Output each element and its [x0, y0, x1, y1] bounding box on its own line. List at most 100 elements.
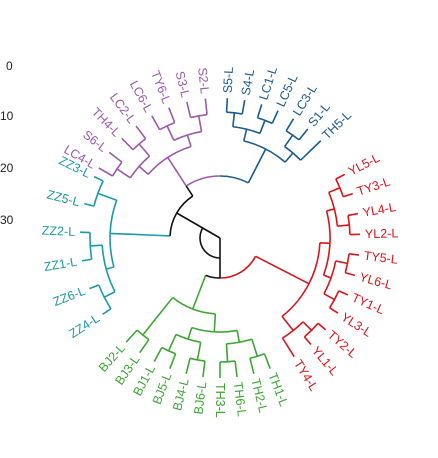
leaf-label: TH2-L — [248, 377, 270, 414]
leaf-branch — [343, 194, 352, 197]
leaf-label: S5-L — [221, 66, 236, 93]
leaf-branch — [235, 361, 237, 377]
internal-branch — [285, 153, 293, 162]
leaf-branch — [140, 340, 149, 353]
leaf-branch — [336, 174, 345, 179]
leaf-branch — [154, 347, 162, 361]
internal-branch — [324, 275, 332, 278]
leaf-branch — [126, 330, 137, 342]
internal-branch — [139, 166, 148, 174]
internal-branch — [167, 126, 174, 140]
leaf-branch — [304, 337, 310, 345]
backbone-branch — [248, 169, 255, 183]
backbone-arc — [186, 176, 220, 186]
leaf-label: YL2-L — [365, 226, 399, 241]
group-stem — [110, 233, 154, 235]
leaf-label: ZZ4-L — [67, 311, 103, 341]
internal-branch — [98, 193, 117, 200]
internal-branch — [169, 334, 176, 350]
leaf-branch — [186, 358, 190, 374]
leaf-branch — [187, 102, 191, 118]
internal-branch — [187, 135, 191, 146]
leaf-branch — [272, 111, 278, 124]
leaf-label: ZZ6-L — [51, 284, 87, 309]
leaf-branch — [264, 354, 270, 369]
internal-branch — [336, 261, 348, 263]
internal-branch — [337, 225, 349, 226]
leaf-branch — [303, 141, 320, 158]
internal-branch — [117, 169, 130, 178]
scale-label-20: 20 — [0, 161, 14, 175]
tree-branches — [80, 98, 360, 378]
internal-branch — [327, 209, 335, 211]
internal-branch — [244, 129, 247, 141]
leaf-branch — [299, 129, 308, 140]
leaf-branch — [348, 214, 358, 216]
group-stem — [193, 292, 199, 309]
leaf-label: YL6-L — [358, 270, 394, 292]
leaf-branch — [136, 126, 146, 139]
internal-branch — [233, 113, 235, 127]
leaf-label: S2-L — [195, 67, 212, 95]
internal-branch — [252, 339, 257, 356]
leaf-branch — [169, 108, 175, 123]
internal-branch — [282, 316, 293, 330]
backbone-branch — [256, 256, 302, 280]
scale-labels: 0 10 20 30 — [0, 59, 14, 227]
scale-label-30: 30 — [0, 213, 14, 227]
internal-branch — [324, 294, 335, 300]
leaf-label: S4-L — [239, 68, 257, 97]
internal-branch — [90, 245, 102, 246]
leaf-branch — [286, 119, 293, 131]
leaf-branch — [285, 341, 295, 356]
internal-branch — [143, 297, 173, 335]
root-stem — [177, 213, 220, 238]
leaf-label: BJ4-L — [170, 377, 191, 412]
internal-branch — [226, 344, 227, 362]
leaf-branch — [82, 259, 92, 261]
leaf-branch — [258, 104, 262, 117]
internal-branch — [199, 116, 202, 132]
leaf-branch — [330, 308, 338, 313]
internal-branch — [139, 144, 149, 156]
leaf-branch — [84, 204, 94, 206]
leaf-label: S3-L — [173, 70, 193, 99]
internal-branch — [303, 322, 311, 331]
internal-branch — [285, 135, 293, 146]
leaf-label: TY1-L — [350, 291, 387, 318]
leaf-branch — [94, 177, 103, 181]
backbone-arc — [220, 176, 248, 183]
leaf-branch — [205, 99, 207, 115]
internal-branch — [329, 188, 340, 193]
leaf-label: YL5-L — [346, 151, 382, 179]
scale-label-10: 10 — [0, 109, 14, 123]
leaf-branch — [250, 358, 254, 374]
leaf-branch — [170, 354, 176, 369]
leaf-branch — [349, 254, 359, 255]
leaf-branch — [242, 100, 244, 114]
leaf-label: BJ6-L — [191, 381, 209, 415]
leaf-label: TH6-L — [231, 381, 249, 417]
group-stem — [302, 280, 309, 284]
scale-label-0: 0 — [6, 59, 13, 73]
leaf-branch — [345, 273, 355, 276]
leaf-label: ZZ1-L — [43, 255, 78, 274]
leaf-label: ZZ5-L — [45, 187, 81, 209]
backbone-branch — [186, 186, 193, 196]
group-stem — [256, 149, 266, 169]
leaf-branch — [318, 323, 326, 330]
leaf-branch — [122, 138, 133, 149]
group-stem — [168, 157, 181, 177]
leaf-branch — [339, 291, 348, 295]
internal-branch — [197, 342, 200, 360]
leaf-branch — [152, 116, 160, 130]
leaf-branch — [203, 361, 205, 377]
backbone-arc — [220, 256, 256, 278]
internal-branch — [188, 328, 192, 339]
leaf-branch — [103, 309, 111, 314]
internal-branch — [260, 120, 265, 133]
internal-branch — [214, 314, 215, 332]
leaf-label: TH3-L — [213, 383, 227, 418]
leaf-label: TY5-L — [363, 249, 399, 267]
